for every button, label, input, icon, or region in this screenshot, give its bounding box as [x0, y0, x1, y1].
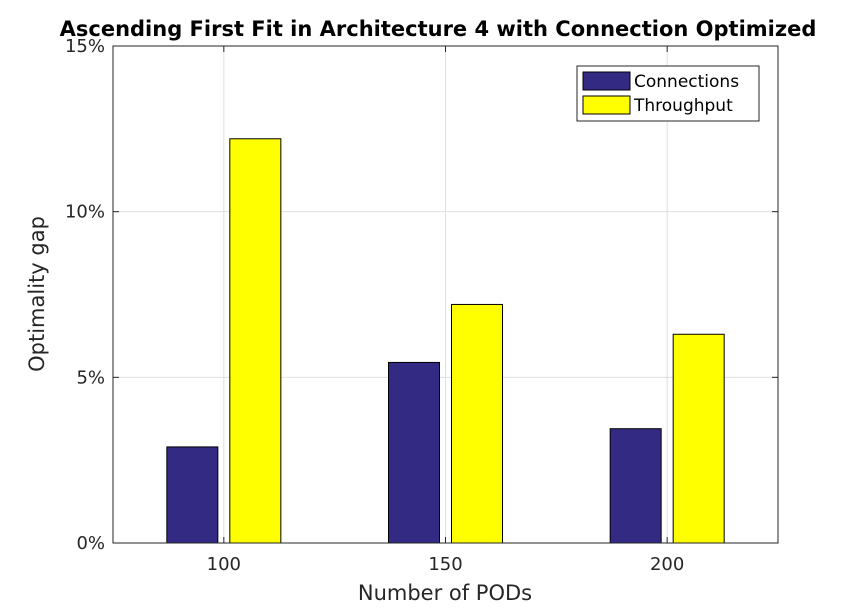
y-tick-label: 15%: [65, 36, 105, 57]
bar-connections-150: [388, 361, 440, 544]
legend-swatch-connections: [582, 71, 631, 91]
y-tick-label: 10%: [65, 202, 105, 223]
bar-connections-200: [609, 428, 662, 544]
bar-throughput-200: [672, 333, 725, 544]
bar-connections-100: [166, 446, 219, 544]
legend: Connections Throughput: [576, 65, 760, 122]
y-axis-label: Optimality gap: [25, 216, 49, 372]
bar-throughput-150: [451, 303, 503, 544]
chart-title: Ascending First Fit in Architecture 4 wi…: [60, 17, 817, 41]
legend-label-connections: Connections: [634, 72, 739, 92]
x-tick-label: 200: [650, 554, 684, 575]
bar-throughput-100: [229, 138, 282, 544]
x-tick-label: 150: [428, 554, 462, 575]
x-tick-label: 100: [207, 554, 241, 575]
plot-area: 0% 5% 10% 15% 100 150 200: [65, 36, 779, 575]
x-axis-label: Number of PODs: [358, 581, 532, 605]
legend-label-throughput: Throughput: [633, 96, 733, 116]
y-tick-label: 5%: [76, 367, 105, 388]
legend-swatch-throughput: [582, 95, 631, 115]
y-tick-label: 0%: [76, 533, 105, 554]
